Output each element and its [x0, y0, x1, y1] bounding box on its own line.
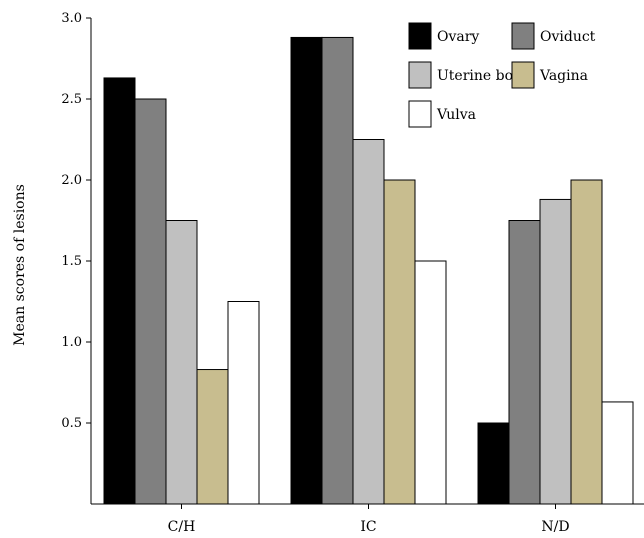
x-tick-label: N/D — [541, 519, 569, 535]
legend-label-vulva: Vulva — [436, 107, 476, 123]
y-tick-label: 0.5 — [61, 416, 82, 431]
bar-uterine-body-n-d — [540, 199, 571, 504]
bar-oviduct-ic — [322, 37, 353, 504]
bar-vulva-c-h — [228, 302, 259, 505]
y-tick-label: 1.5 — [61, 254, 82, 269]
bar-ovary-n-d — [478, 423, 509, 504]
plot-area: 0.5 1.0 1.5 2.0 2.5 3.0 C/H IC N/D — [61, 11, 644, 535]
legend-swatch-vagina — [512, 62, 534, 88]
bar-oviduct-n-d — [509, 221, 540, 505]
bar-vagina-c-h — [197, 370, 228, 504]
legend-swatch-ovary — [409, 23, 431, 49]
y-axis-title: Mean scores of lesions — [12, 184, 28, 346]
legend-swatch-vulva — [409, 101, 431, 127]
legend-swatch-uterine-body — [409, 62, 431, 88]
y-tick-label: 2.5 — [61, 92, 82, 107]
bar-uterine-body-c-h — [166, 221, 197, 505]
legend-label-oviduct: Oviduct — [540, 29, 596, 45]
y-tick-label: 3.0 — [61, 11, 82, 26]
bar-oviduct-c-h — [135, 99, 166, 504]
bar-uterine-body-ic — [353, 140, 384, 505]
legend-label-vagina: Vagina — [539, 68, 588, 84]
bar-vagina-n-d — [571, 180, 602, 504]
legend-label-ovary: Ovary — [437, 29, 479, 45]
x-tick-label: C/H — [168, 519, 196, 535]
bar-ovary-ic — [291, 37, 322, 504]
bar-vulva-n-d — [602, 402, 633, 504]
legend-swatch-oviduct — [512, 23, 534, 49]
bar-vulva-ic — [415, 261, 446, 504]
x-tick-label: IC — [360, 519, 376, 535]
y-tick-label: 1.0 — [61, 335, 82, 350]
y-tick-label: 2.0 — [61, 173, 82, 188]
bar-ovary-c-h — [104, 78, 135, 504]
bar-vagina-ic — [384, 180, 415, 504]
